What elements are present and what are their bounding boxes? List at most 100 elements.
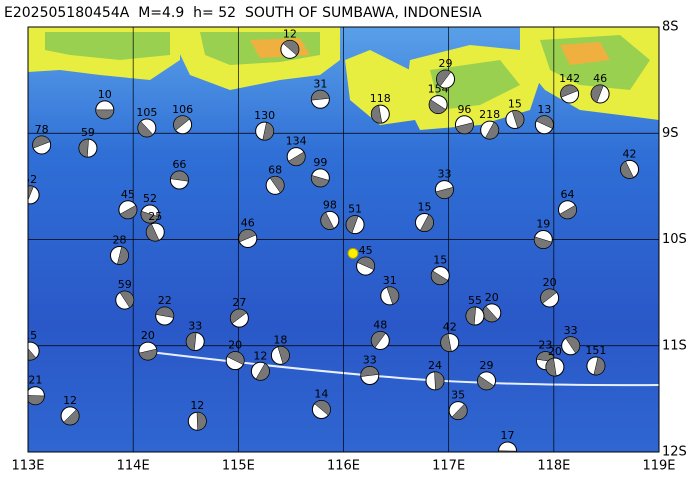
depth-label: 48	[373, 318, 387, 331]
beachball	[428, 95, 448, 115]
depth-label: 13	[537, 103, 551, 116]
compression-quadrant	[540, 288, 558, 304]
compression-quadrant	[455, 122, 474, 134]
beachball	[265, 175, 285, 195]
depth-label: 17	[501, 429, 515, 442]
depth-label: 10	[98, 88, 112, 101]
compression-quadrant	[196, 411, 207, 431]
beachball	[229, 308, 249, 328]
compression-quadrant	[78, 138, 89, 158]
compression-quadrant	[451, 403, 468, 420]
beachball	[425, 371, 445, 391]
events: 10 105 59 106 66 68 130 134 99 98 51 46 45 31 15 33 15 42…	[28, 27, 640, 452]
beachball	[586, 356, 606, 376]
beachball	[173, 115, 193, 135]
x-tick-label: 117E	[432, 459, 465, 474]
compression-quadrant	[465, 306, 477, 326]
depth-label: 35	[451, 389, 465, 402]
compression-quadrant	[146, 223, 160, 242]
depth-label: 12	[253, 349, 267, 362]
compression-quadrant	[477, 375, 495, 391]
beachball	[345, 215, 365, 235]
compression-quadrant	[360, 366, 380, 377]
compression-quadrant	[238, 229, 257, 243]
depth-label: 68	[268, 163, 282, 176]
beachball	[545, 357, 565, 377]
beachball	[561, 336, 581, 356]
compression-quadrant	[534, 236, 553, 249]
depth-label: 24	[428, 359, 442, 372]
depth-label: 45	[121, 188, 135, 201]
compression-quadrant	[170, 170, 189, 182]
depth-label: 33	[363, 354, 377, 367]
compression-quadrant	[386, 286, 399, 305]
compression-quadrant	[311, 90, 330, 101]
depth-label: 12	[63, 394, 77, 407]
depth-label: 142	[559, 72, 580, 85]
depth-label: 23	[538, 339, 552, 352]
x-tick-label: 118E	[537, 459, 570, 474]
beachball	[320, 210, 340, 230]
depth-label: 22	[158, 294, 172, 307]
beachball	[28, 185, 40, 205]
axis-labels: 113E 114E 115E 116E 117E 118E 119E 8S 9S 10S 11S 12…	[11, 20, 686, 474]
beachball	[32, 135, 52, 155]
frame	[27, 26, 660, 453]
beachball	[505, 109, 525, 129]
beachball	[145, 222, 165, 242]
depth-label: 15	[433, 254, 447, 267]
x-tick-label: 116E	[327, 459, 360, 474]
depth-label: 99	[313, 156, 327, 169]
beachball	[560, 84, 580, 104]
compression-quadrant	[119, 290, 134, 308]
depth-label: 42	[443, 321, 457, 334]
beachball	[280, 39, 300, 59]
compression-quadrant	[593, 356, 606, 376]
compression-quadrant	[155, 306, 174, 318]
compression-quadrant	[482, 305, 499, 323]
compression-quadrant	[357, 256, 375, 271]
compression-quadrant	[226, 351, 245, 365]
beachball	[60, 406, 80, 426]
compression-quadrant	[288, 151, 306, 166]
depth-label: 27	[232, 296, 246, 309]
beachball	[109, 245, 129, 265]
depth-label: 20	[548, 345, 562, 358]
depth-label: 20	[228, 339, 242, 352]
compression-quadrant	[620, 160, 634, 179]
x-tick-label: 115E	[222, 459, 255, 474]
compression-quadrant	[484, 121, 499, 140]
compression-quadrant	[311, 175, 330, 188]
beachball	[430, 266, 450, 286]
depth-label: 46	[593, 72, 607, 85]
compression-quadrant	[371, 104, 383, 124]
depth-label: 106	[172, 103, 193, 116]
depth-label: 55	[468, 294, 482, 307]
compression-quadrant	[565, 336, 580, 354]
depth-label: 45	[359, 244, 373, 257]
depth-label: 29	[480, 359, 494, 372]
compression-quadrant	[63, 409, 80, 426]
beachball	[225, 351, 245, 371]
beachball	[465, 306, 485, 326]
depth-label: 59	[118, 278, 132, 291]
beachball	[533, 230, 553, 249]
depth-label: 46	[241, 216, 255, 229]
depth-label: 118	[370, 92, 391, 105]
depth-label: 51	[348, 203, 362, 216]
depth-label: 130	[254, 109, 275, 122]
depth-label: 66	[172, 158, 186, 171]
y-tick-label: 9S	[662, 126, 679, 141]
depth-label: 98	[323, 198, 337, 211]
depth-label: 31	[383, 274, 397, 287]
beachball	[169, 170, 189, 190]
beachball	[498, 441, 518, 452]
y-tick-label: 12S	[662, 445, 687, 460]
compression-quadrant	[419, 214, 434, 232]
x-tick-label: 114E	[117, 459, 150, 474]
beachball	[95, 100, 115, 120]
depth-label: 134	[286, 135, 307, 148]
compression-quadrant	[282, 40, 300, 56]
beachball	[380, 286, 400, 306]
